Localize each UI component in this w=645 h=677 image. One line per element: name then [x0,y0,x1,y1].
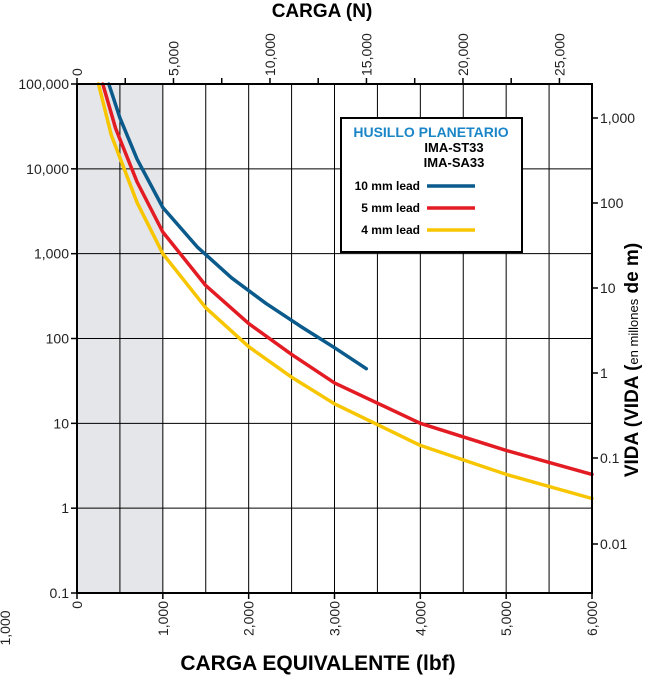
y-axis-label-right: VIDA (VIDA (en millones de m) [622,243,643,477]
series-layer [96,82,594,501]
legend-model-2: IMA-SA33 [424,155,485,170]
x-tick-label: 1,000 [155,601,171,636]
right-tick-label: 0.01 [600,536,627,552]
y-tick-label: 100,000 [18,76,69,92]
right-tick-label: 10 [600,280,616,296]
x-tick-label: 2,000 [241,601,257,636]
top-tick-label: 10,000 [262,33,278,76]
top-tick-label: 5,000 [165,41,181,76]
y-tick-label: 100 [46,331,70,347]
left-edge-partial-label: 1,000 [0,610,13,645]
top-tick-label: 0 [69,68,85,76]
legend-label-0: 10 mm lead [355,179,420,193]
left-axis: 0.1 1 10 100 1,000 10,000 100,000 [18,76,77,601]
series-line-0 [107,82,369,371]
x-tick-label: 3,000 [327,601,343,636]
legend-label-1: 5 mm lead [361,201,420,215]
x-tick-label: 0 [69,601,85,609]
y-axis-label-tail: de m) [622,243,643,299]
right-tick-label: 100 [600,195,624,211]
y-axis-label-main: VIDA (VIDA ( [622,364,643,477]
series-line-1 [101,82,594,477]
top-tick-label: 25,000 [551,33,567,76]
right-axis: 0.01 0.1 1 10 100 1,000 [592,110,635,552]
legend-label-2: 4 mm lead [361,223,420,237]
right-tick-label: 1 [600,365,608,381]
x-tick-label: 4,000 [412,601,428,636]
chart-title: CARGA (N) [272,1,373,22]
right-tick-label: 1,000 [600,110,635,126]
top-axis: 0 5,000 10,000 15,000 20,000 25,000 [69,33,567,84]
series-line-2 [96,82,594,501]
x-axis-label: CARGA EQUIVALENTE (lbf) [180,652,455,675]
right-tick-label: 0.1 [600,450,620,466]
y-tick-label: 1 [61,500,69,516]
bottom-axis: 0 1,000 2,000 3,000 4,000 5,000 6,000 [69,593,600,636]
legend-items: 10 mm lead 5 mm lead 4 mm lead [355,179,475,237]
y-tick-label: 1,000 [34,246,69,262]
legend: HUSILLO PLANETARIO IMA-ST33 IMA-SA33 10 … [340,117,523,253]
top-tick-label: 20,000 [455,33,471,76]
y-axis-label-units: en millones [626,298,641,364]
legend-model-1: IMA-ST33 [424,140,483,155]
y-tick-label: 10,000 [26,161,69,177]
x-tick-label: 6,000 [584,601,600,636]
x-tick-label: 5,000 [498,601,514,636]
legend-title: HUSILLO PLANETARIO [353,124,508,140]
y-tick-label: 0.1 [50,585,70,601]
y-tick-label: 10 [53,415,69,431]
top-tick-label: 15,000 [358,33,374,76]
